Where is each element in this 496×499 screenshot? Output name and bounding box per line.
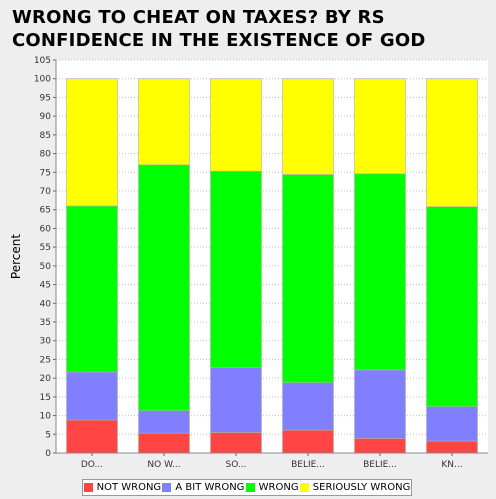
y-tick-label: 45 — [40, 281, 51, 291]
legend-swatch — [162, 483, 172, 492]
bar-segment-a-bit-wrong — [210, 367, 262, 433]
bar-segment-wrong — [282, 174, 334, 383]
y-tick-label: 30 — [40, 337, 52, 347]
y-tick-label: 55 — [40, 243, 51, 253]
bar-segment-seriously-wrong — [282, 78, 334, 175]
y-tick-label: 20 — [40, 374, 52, 384]
y-tick-label: 5 — [45, 430, 51, 440]
bar-segment-a-bit-wrong — [138, 410, 190, 434]
legend-label: NOT WRONG — [96, 482, 162, 493]
y-tick-label: 50 — [40, 262, 52, 272]
bar-segment-not-wrong — [354, 438, 406, 454]
bar-segment-not-wrong — [66, 419, 118, 454]
y-tick-label: 95 — [40, 93, 51, 103]
y-axis-label: Percent — [9, 234, 23, 279]
y-tick-label: 80 — [40, 150, 52, 160]
x-tick-label: SO... — [225, 460, 246, 470]
bar-segment-seriously-wrong — [138, 78, 190, 166]
bar-segment-seriously-wrong — [66, 78, 118, 207]
legend-swatch — [245, 483, 255, 492]
y-tick-label: 100 — [34, 75, 51, 85]
bar-segment-wrong — [354, 173, 406, 371]
x-tick-label: NO W... — [147, 460, 180, 470]
x-tick-label: DO... — [81, 460, 103, 470]
x-tick-label: BELIE... — [363, 460, 397, 470]
bar-segment-a-bit-wrong — [354, 369, 406, 439]
y-tick-label: 60 — [40, 224, 52, 234]
y-tick-label: 15 — [40, 393, 51, 403]
plot-area — [56, 60, 488, 453]
bar-segment-not-wrong — [282, 429, 334, 454]
legend-swatch — [83, 483, 93, 492]
bar-segment-a-bit-wrong — [66, 371, 118, 421]
y-tick-label: 90 — [40, 112, 52, 122]
chart-title: WRONG TO CHEAT ON TAXES? BY RS CONFIDENC… — [12, 7, 426, 51]
y-tick-label: 85 — [40, 131, 51, 141]
legend-label: SERIOUSLY WRONG — [312, 482, 411, 493]
grid-lines — [56, 59, 488, 454]
legend-label: A BIT WRONG — [175, 482, 245, 493]
y-tick-label: 105 — [34, 56, 51, 66]
bar-segment-seriously-wrong — [210, 78, 262, 172]
bar-segment-a-bit-wrong — [426, 406, 478, 442]
legend-item: NOT WRONG — [83, 482, 162, 493]
x-axis: DO... NO W... SO... BELIE... BELIE... KN... — [56, 452, 488, 470]
y-tick-label: 65 — [40, 206, 51, 216]
legend-label: WRONG — [258, 482, 299, 493]
y-tick-label: 75 — [40, 168, 51, 178]
legend-item: SERIOUSLY WRONG — [299, 482, 411, 493]
y-tick-label: 10 — [40, 412, 52, 422]
bar-segment-not-wrong — [210, 432, 262, 454]
legend-item: A BIT WRONG — [162, 482, 244, 493]
x-tick-label: BELIE... — [291, 460, 325, 470]
legend-swatch — [299, 483, 309, 492]
bar-segment-seriously-wrong — [354, 78, 406, 175]
bar-segment-seriously-wrong — [426, 78, 478, 208]
y-tick-label: 35 — [40, 318, 51, 328]
y-tick-label: 25 — [40, 355, 51, 365]
bars — [66, 78, 478, 454]
bar-segment-wrong — [138, 164, 190, 412]
bar-segment-wrong — [210, 170, 262, 368]
y-axis: 0 5 10 15 20 25 30 35 40 45 50 55 60 65 70 75 80 85 90 95 10… — [34, 56, 57, 459]
bar-segment-not-wrong — [426, 440, 478, 454]
legend-item: WRONG — [245, 482, 299, 493]
bar-segment-a-bit-wrong — [282, 382, 334, 431]
bar-segment-wrong — [66, 205, 118, 373]
legend: NOT WRONG A BIT WRONG WRONG SERIOUSLY WRONG — [82, 479, 412, 496]
y-tick-label: 40 — [40, 299, 52, 309]
y-tick-label: 70 — [40, 187, 52, 197]
x-tick-label: KN... — [441, 460, 462, 470]
bar-segment-wrong — [426, 206, 478, 407]
y-tick-label: 0 — [45, 449, 51, 459]
bar-segment-not-wrong — [138, 432, 190, 454]
